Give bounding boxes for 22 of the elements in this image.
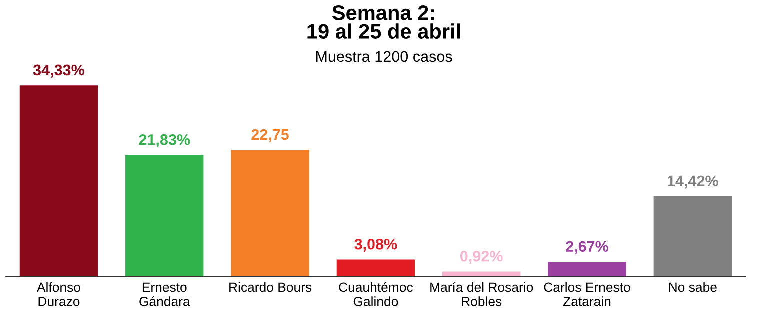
x-tick-label: Cuauhtémoc Galindo xyxy=(339,282,413,306)
bar xyxy=(336,260,416,277)
bar xyxy=(548,262,626,277)
x-tick-label: María del Rosario Robles xyxy=(430,282,534,306)
data-label: 0,92% xyxy=(460,250,503,264)
chart-title: Semana 2: 19 al 25 de abril xyxy=(308,6,460,39)
data-label: 22,75 xyxy=(252,129,289,142)
data-label: 21,83% xyxy=(139,134,190,148)
bar xyxy=(20,86,98,277)
x-tick-label: No sabe xyxy=(669,282,717,292)
data-label: 3,08% xyxy=(354,238,398,252)
x-tick-label: Ricardo Bours xyxy=(230,282,312,292)
bar xyxy=(231,150,310,277)
x-tick-label: Carlos Ernesto Zatarain xyxy=(544,282,630,306)
x-tick-label: Ernesto Gándara xyxy=(140,282,190,306)
data-label: 14,42% xyxy=(668,176,718,189)
bar xyxy=(126,155,204,277)
bar xyxy=(654,196,732,277)
data-label: 2,67% xyxy=(566,241,609,254)
x-tick-label: Alfonso Durazo xyxy=(36,282,80,306)
data-label: 34,33% xyxy=(33,64,84,78)
chart-subtitle: Muestra 1200 casos xyxy=(316,51,452,62)
